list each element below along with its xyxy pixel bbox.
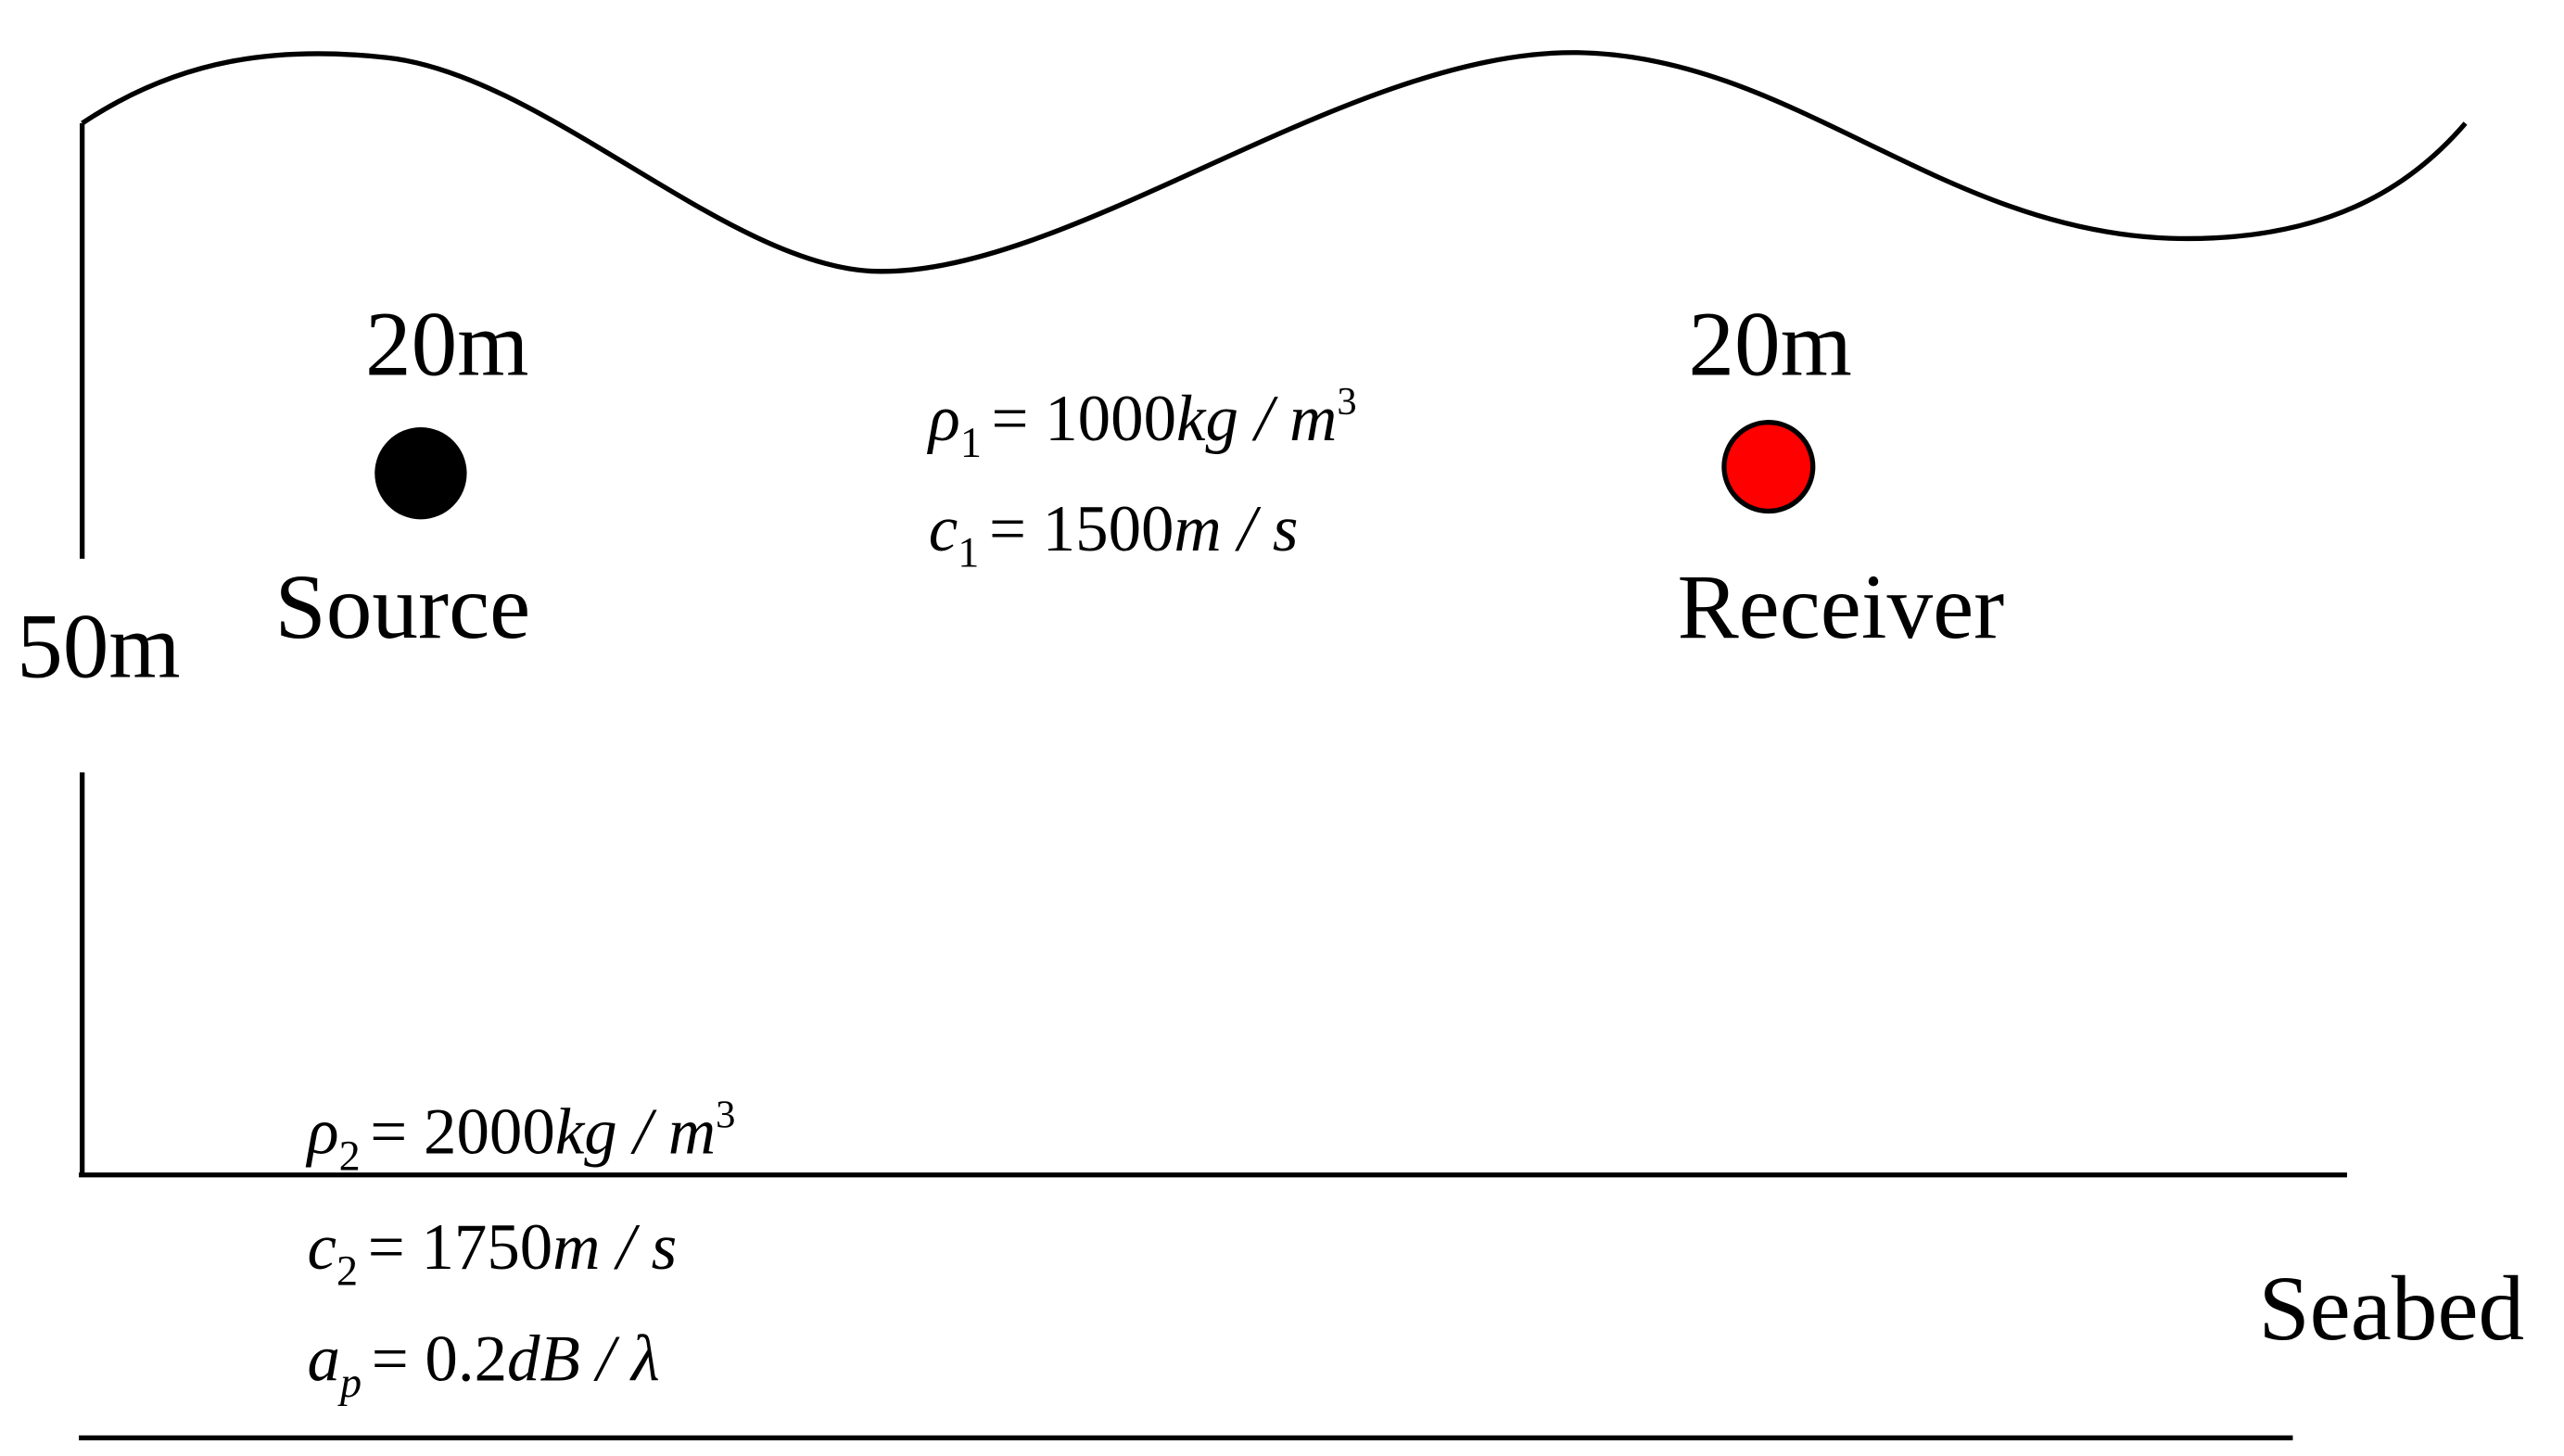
formula-unit: kg / m: [1176, 383, 1337, 455]
formula-symbol: c: [929, 493, 958, 565]
formula-subscript: 2: [336, 1247, 358, 1295]
seabed-label: Seabed: [2258, 1259, 2524, 1360]
formula-superscript: 3: [1337, 380, 1356, 424]
source-depth: 20m: [365, 294, 529, 395]
formula-subscript: 2: [339, 1132, 361, 1179]
formula-unit: m / s: [552, 1211, 677, 1284]
formula-superscript: 3: [716, 1093, 735, 1136]
formula-symbol: ρ: [306, 1096, 339, 1169]
formula-unit: kg / m: [555, 1096, 716, 1169]
formula-subscript: p: [337, 1359, 362, 1406]
formula-unit: dB / λ: [507, 1323, 660, 1395]
formula-value: = 1000: [992, 383, 1177, 455]
water-depth: 50m: [17, 597, 181, 698]
formula-value: = 2000: [370, 1096, 555, 1169]
sea-surface: [81, 50, 2468, 274]
formula: ρ1 = 1000kg / m3: [927, 380, 1357, 466]
formula-symbol: a: [308, 1323, 340, 1395]
formula-subscript: 1: [958, 529, 979, 576]
formula-value: = 1750: [368, 1211, 553, 1284]
formula-unit: m / s: [1174, 493, 1298, 565]
source-label: Source: [275, 557, 531, 658]
receiver-label: Receiver: [1677, 557, 2004, 658]
receiver-marker: [1721, 420, 1816, 514]
formula: c2 = 1750m / s: [308, 1211, 678, 1295]
formula: ρ2 = 2000kg / m3: [306, 1093, 736, 1179]
formula: ap = 0.2dB / λ: [308, 1323, 660, 1406]
formula-symbol: c: [308, 1211, 336, 1284]
source-marker: [374, 427, 467, 520]
formula-subscript: 1: [960, 419, 982, 466]
receiver-depth: 20m: [1688, 294, 1852, 395]
formula-value: = 0.2: [372, 1323, 507, 1395]
formula-value: = 1500: [989, 493, 1174, 565]
formula: c1 = 1500m / s: [929, 493, 1299, 576]
formula-symbol: ρ: [927, 383, 960, 455]
